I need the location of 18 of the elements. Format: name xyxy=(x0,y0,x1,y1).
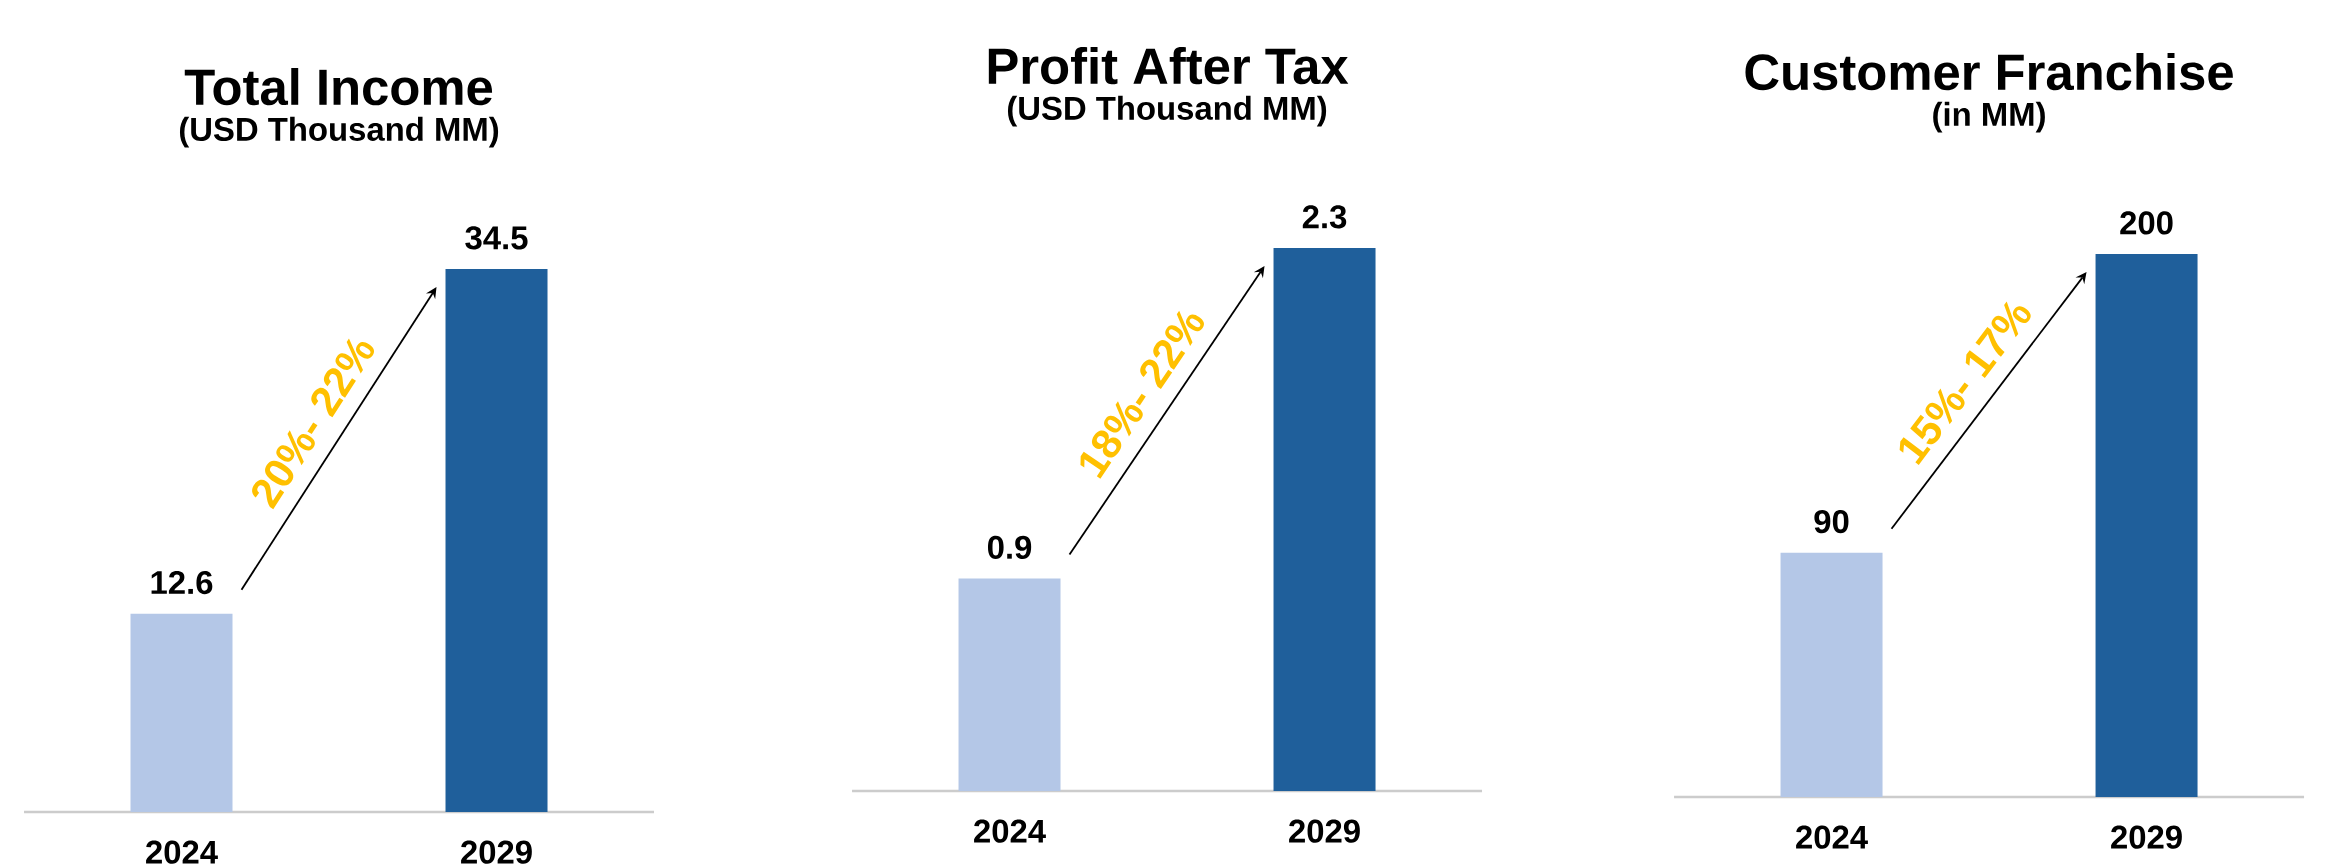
chart-subtitle: (USD Thousand MM) xyxy=(179,116,499,148)
data-label: 12.6 xyxy=(151,570,213,595)
x-tick-label: 2029 xyxy=(2111,825,2182,849)
data-label: 0.9 xyxy=(987,535,1032,559)
chart-title: Profit After Tax xyxy=(988,46,1349,85)
x-tick-label: 2029 xyxy=(1289,819,1360,843)
data-label: 200 xyxy=(2120,211,2173,235)
data-label: 90 xyxy=(1814,509,1849,534)
chart-title: Total Income xyxy=(184,67,493,106)
x-tick-label: 2029 xyxy=(461,840,532,864)
data-label: 2.3 xyxy=(1302,205,1347,229)
chart-title: Customer Franchise xyxy=(1745,53,2233,91)
x-tick-label: 2024 xyxy=(146,840,218,864)
x-tick-label: 2024 xyxy=(1796,825,1868,849)
chart-subtitle: (in MM) xyxy=(1933,101,2045,133)
chart-subtitle: (USD Thousand MM) xyxy=(1007,95,1327,127)
data-label: 34.5 xyxy=(465,226,528,250)
x-tick-label: 2024 xyxy=(974,819,1046,843)
